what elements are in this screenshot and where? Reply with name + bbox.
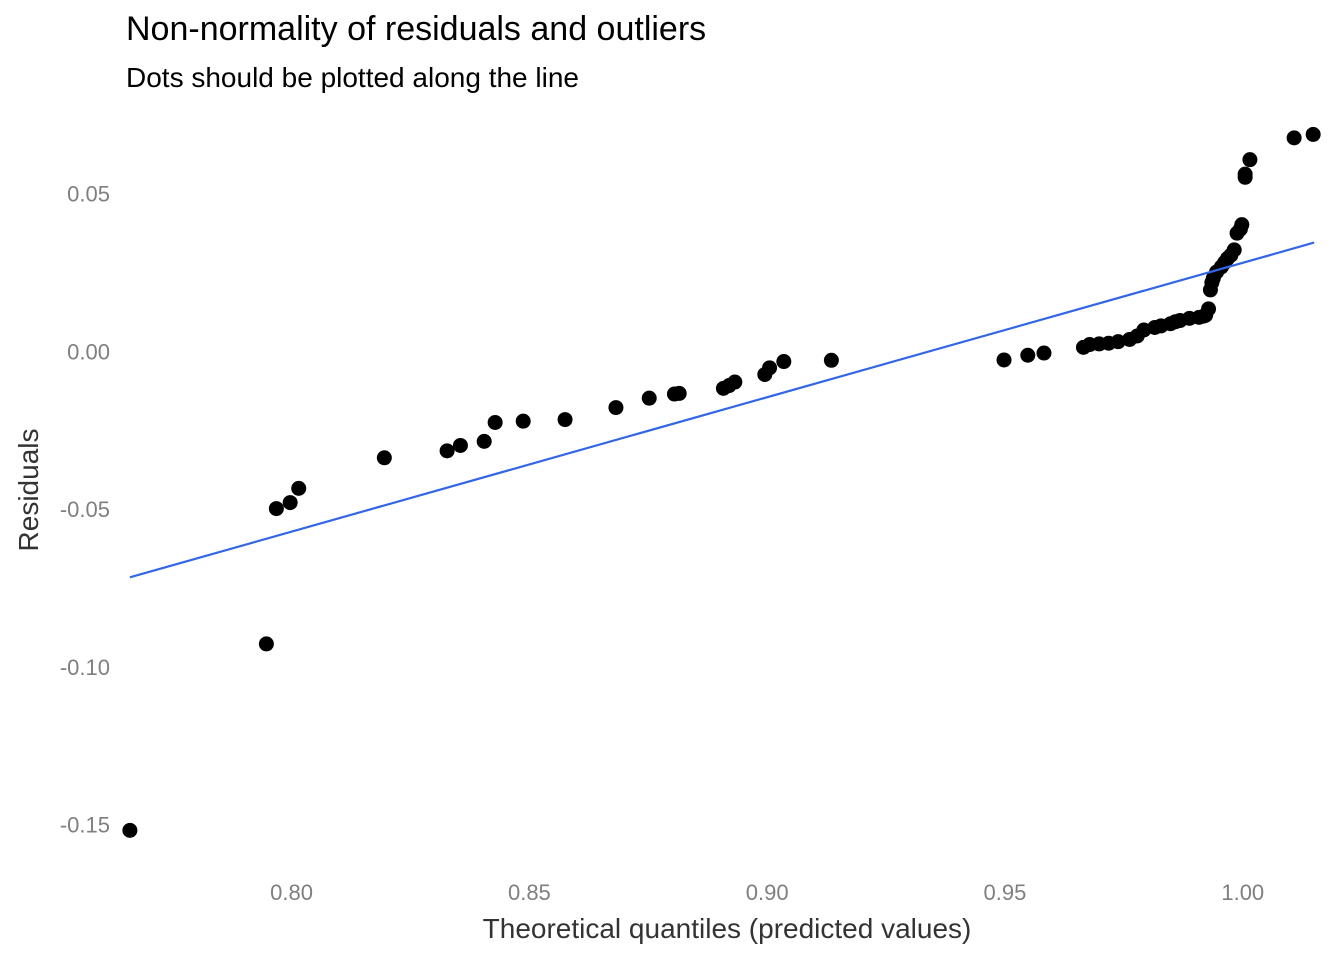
data-point xyxy=(557,412,573,428)
y-axis-title: Residuals xyxy=(13,429,44,552)
x-tick-label: 0.80 xyxy=(270,880,313,905)
y-tick-label: -0.10 xyxy=(60,655,110,680)
data-point xyxy=(762,360,778,376)
x-tick-label: 0.85 xyxy=(508,880,551,905)
data-point xyxy=(1036,345,1052,361)
data-point xyxy=(258,636,274,652)
data-point xyxy=(1020,347,1036,363)
y-tick-label: -0.05 xyxy=(60,497,110,522)
reference-line xyxy=(129,241,1315,579)
data-point xyxy=(608,400,624,416)
data-point xyxy=(439,443,455,459)
y-tick-label: -0.15 xyxy=(60,813,110,838)
chart-title: Non-normality of residuals and outliers xyxy=(126,10,707,48)
data-point xyxy=(1234,217,1250,233)
x-axis-ticks: 0.80 0.85 0.90 0.95 1.00 xyxy=(270,880,1264,905)
x-axis-title: Theoretical quantiles (predicted values) xyxy=(483,913,972,944)
data-point xyxy=(996,352,1012,368)
data-point xyxy=(1286,130,1302,146)
data-point xyxy=(776,354,792,370)
data-point xyxy=(376,450,392,466)
data-point xyxy=(1226,242,1242,258)
data-point xyxy=(452,437,468,453)
data-point xyxy=(282,495,298,511)
data-point xyxy=(1110,334,1126,350)
data-point xyxy=(122,822,138,838)
data-point xyxy=(268,501,284,517)
x-tick-label: 0.95 xyxy=(984,880,1027,905)
chart-subtitle: Dots should be plotted along the line xyxy=(126,62,579,93)
data-point xyxy=(1237,166,1253,182)
data-point xyxy=(1242,152,1258,168)
y-tick-label: 0.05 xyxy=(67,182,110,207)
data-points xyxy=(122,126,1321,838)
data-point xyxy=(823,352,839,368)
data-point xyxy=(1201,301,1217,317)
y-axis-ticks: 0.05 0.00 -0.05 -0.10 -0.15 xyxy=(60,182,110,838)
data-point xyxy=(727,374,743,390)
data-point xyxy=(515,413,531,429)
y-tick-label: 0.00 xyxy=(67,339,110,364)
data-point xyxy=(641,390,657,406)
data-point xyxy=(476,433,492,449)
data-point xyxy=(291,480,307,496)
x-tick-label: 0.90 xyxy=(746,880,789,905)
x-tick-label: 1.00 xyxy=(1221,880,1264,905)
data-point xyxy=(671,385,687,401)
data-point xyxy=(1305,126,1321,142)
data-point xyxy=(487,414,503,430)
